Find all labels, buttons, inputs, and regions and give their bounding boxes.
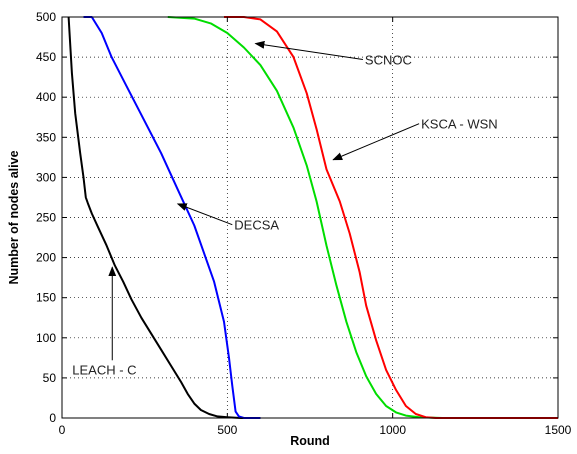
- series-line-scnoc: [167, 16, 558, 419]
- y-tick-label: 350: [36, 130, 56, 144]
- y-tick-label: 300: [36, 170, 56, 184]
- series-group: [67, 16, 558, 419]
- annotation-arrow-ksca-wsn: [332, 123, 420, 161]
- x-tick-label: 500: [217, 423, 237, 437]
- annotation-label-decsa: DECSA: [234, 218, 279, 233]
- y-tick-label: 500: [36, 10, 56, 24]
- y-tick-label: 100: [36, 331, 56, 345]
- y-tick-label: 450: [36, 50, 56, 64]
- y-tick-label: 400: [36, 90, 56, 104]
- x-tick-label: 1500: [545, 423, 572, 437]
- x-axis-title: Round: [290, 434, 330, 448]
- annotations-group: SCNOC KSCA - WSN DECSA LEACH - C: [72, 40, 498, 377]
- series-line-decsa: [83, 16, 261, 419]
- y-axis-title: Number of nodes alive: [7, 150, 21, 284]
- y-tick-label: 250: [36, 211, 56, 225]
- y-tick-label: 150: [36, 291, 56, 305]
- x-tick-label: 0: [59, 423, 66, 437]
- series-line-leach-c: [67, 16, 261, 419]
- annotation-label-ksca-wsn: KSCA - WSN: [421, 117, 498, 132]
- y-tick-label: 50: [43, 371, 57, 385]
- ticks-group: 0 500 1000 1500 0 50 100 150 200 250 300 350 400 450 5…: [36, 10, 572, 437]
- y-tick-label: 0: [49, 411, 56, 425]
- annotation-label-leach-c: LEACH - C: [72, 362, 136, 377]
- x-tick-label: 1000: [379, 423, 406, 437]
- annotation-arrow-decsa: [176, 203, 233, 226]
- series-line-ksca-wsn: [224, 16, 558, 419]
- annotation-label-scnoc: SCNOC: [365, 53, 412, 68]
- annotation-arrow-scnoc: [254, 40, 363, 61]
- y-tick-label: 200: [36, 251, 56, 265]
